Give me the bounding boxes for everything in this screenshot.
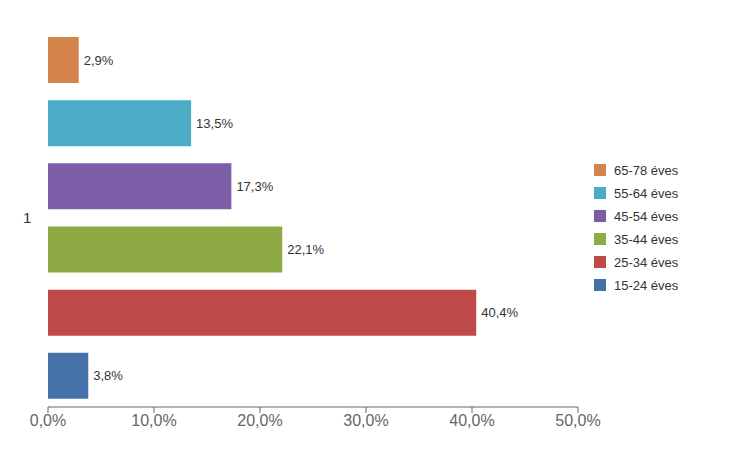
svg-text:17,3%: 17,3% — [236, 179, 273, 194]
svg-text:20,0%: 20,0% — [237, 412, 282, 429]
html-text:65-78 éves: 65-78 éves — [614, 162, 679, 178]
svg-text:10,0%: 10,0% — [131, 412, 176, 429]
html-text:25-34 éves: 25-34 éves — [614, 254, 679, 270]
svg-text:2,9%: 2,9% — [84, 53, 114, 68]
svg-text:40,4%: 40,4% — [481, 305, 518, 320]
svg-text:22,1%: 22,1% — [287, 242, 324, 257]
svg-text:40,0%: 40,0% — [449, 412, 494, 429]
svg-text:50,0%: 50,0% — [555, 412, 600, 429]
svg-text:13,5%: 13,5% — [196, 116, 233, 131]
html-text:35-44 éves: 35-44 éves — [614, 231, 679, 247]
svg-text:3,8%: 3,8% — [93, 368, 123, 383]
html-text:15-24 éves: 15-24 éves — [614, 277, 679, 293]
svg-text:0,0%: 0,0% — [30, 412, 66, 429]
html-text:45-54 éves: 45-54 éves — [614, 208, 679, 224]
svg-text:30,0%: 30,0% — [343, 412, 388, 429]
svg-text:1: 1 — [23, 209, 31, 226]
html-text:55-64 éves: 55-64 éves — [614, 185, 679, 201]
